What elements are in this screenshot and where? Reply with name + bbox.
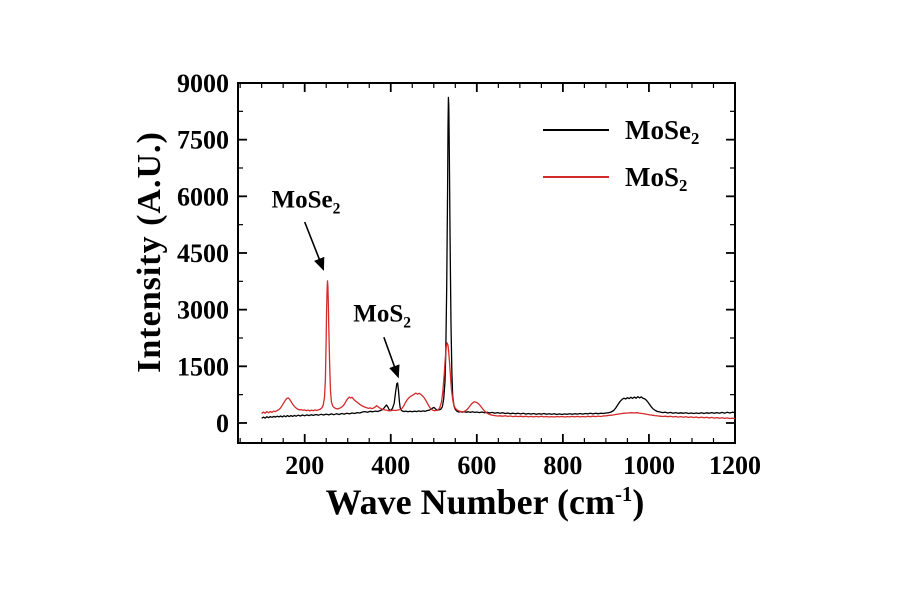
x-axis-label-superscript: -1: [614, 482, 633, 506]
x-axis-label: Wave Number (cm-1): [326, 481, 645, 523]
x-tick-label: 600: [457, 451, 496, 480]
legend: MoSe2 MoS2: [543, 112, 699, 206]
legend-line-swatch-mose2: [543, 129, 609, 131]
annotation-mos2-peak: MoS2: [353, 300, 412, 332]
x-tick-label: 800: [543, 451, 582, 480]
x-tick-label: 1200: [709, 451, 761, 480]
spectrum-curve-mos2: [261, 280, 736, 420]
y-tick-label: 4500: [177, 239, 229, 268]
annotation-mose2-peak: MoSe2: [271, 186, 341, 218]
y-axis-label-text: Intensity (A.U.): [131, 131, 168, 373]
y-tick-label: 1500: [177, 352, 229, 381]
legend-label-mose2: MoSe2: [625, 114, 700, 149]
y-axis-label: Intensity (A.U.): [131, 131, 169, 373]
x-tick-label: 200: [285, 451, 324, 480]
legend-item-mos2: MoS2: [543, 159, 699, 195]
legend-item-mose2: MoSe2: [543, 112, 699, 148]
y-tick-label: 0: [216, 409, 229, 438]
y-tick-label: 9000: [177, 69, 229, 98]
legend-label-mos2: MoS2: [625, 161, 688, 196]
y-tick-label: 7500: [177, 126, 229, 155]
x-axis-label-text: Wave Number (cm: [325, 482, 615, 522]
annotation-arrow-1: [383, 336, 400, 379]
x-tick-label: 1000: [623, 451, 675, 480]
y-tick-label: 3000: [177, 296, 229, 325]
y-tick-label: 6000: [177, 182, 229, 211]
x-axis-label-suffix: ): [632, 482, 645, 522]
x-tick-label: 400: [371, 451, 410, 480]
annotation-arrow-0: [303, 221, 325, 271]
plot-frame: [237, 82, 736, 444]
legend-line-swatch-mos2: [543, 176, 609, 178]
spectrum-curve-mose2: [261, 96, 736, 419]
